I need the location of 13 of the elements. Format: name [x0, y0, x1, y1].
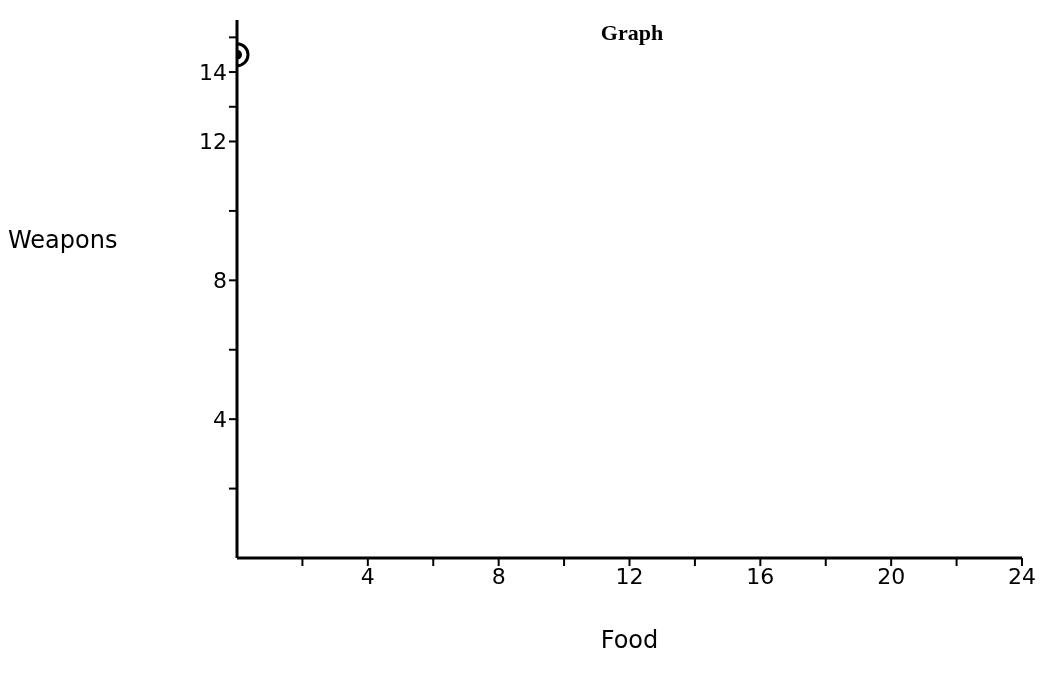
chart-title: Graph [599, 20, 665, 46]
x-tick-label: 4 [360, 563, 375, 589]
y-axis-title: Weapons [8, 226, 118, 254]
y-tick-label: 14 [199, 59, 227, 85]
y-tick-label: 12 [199, 129, 227, 155]
x-tick-label: 20 [877, 563, 906, 589]
x-tick-label: 8 [491, 563, 506, 589]
y-tick-label: 4 [213, 406, 227, 432]
x-tick-label: 12 [615, 563, 644, 589]
x-tick-label: 16 [746, 563, 775, 589]
x-axis-title: Food [600, 626, 659, 654]
x-tick-label: 24 [1008, 563, 1036, 589]
y-tick-label: 8 [213, 268, 227, 294]
